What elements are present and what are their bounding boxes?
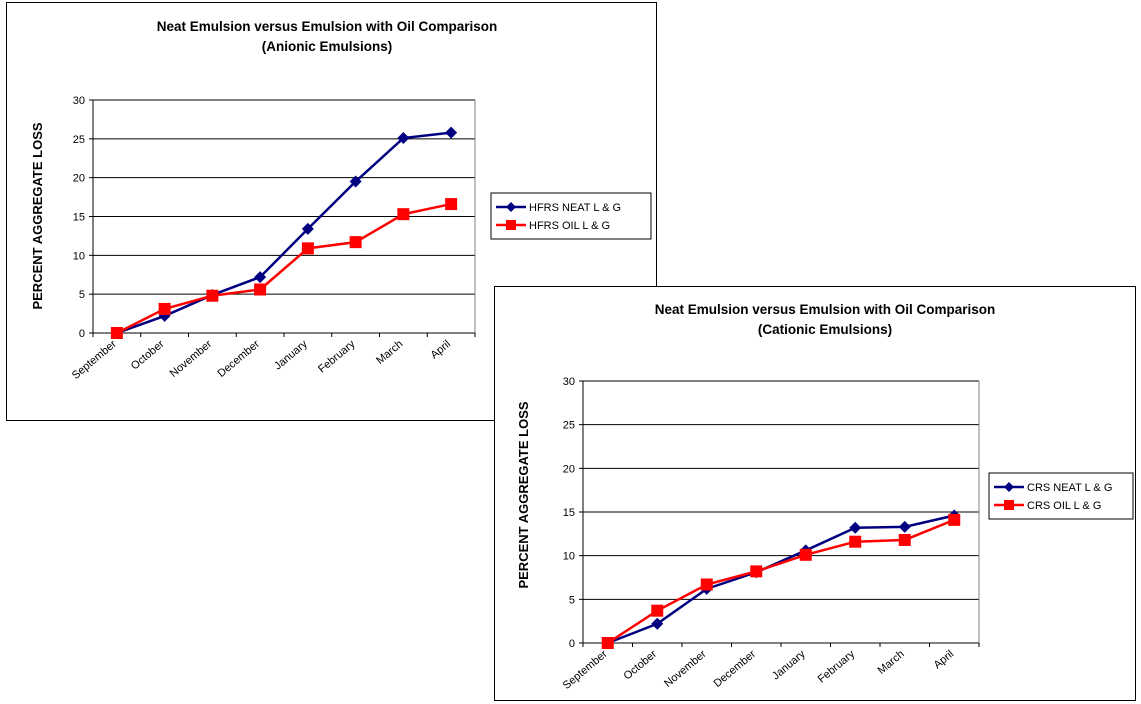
legend-label: HFRS OIL L & G (529, 220, 610, 232)
x-tick-label: December (712, 648, 759, 690)
x-tick-label: November (168, 338, 215, 380)
y-tick-label: 10 (563, 551, 575, 563)
y-tick-label: 25 (563, 420, 575, 432)
y-tick-label: 5 (79, 289, 85, 301)
y-tick-label: 0 (569, 638, 575, 650)
y-tick-label: 15 (563, 507, 575, 519)
x-tick-label: February (816, 648, 858, 686)
series-line-1 (116, 202, 452, 335)
cationic-chart-svg: Neat Emulsion versus Emulsion with Oil C… (516, 302, 1134, 692)
x-tick-label: April (932, 648, 957, 671)
data-point-diamond (849, 521, 862, 534)
data-point-square (158, 302, 171, 315)
chart-subtitle: (Cationic Emulsions) (758, 322, 892, 337)
data-point-square (110, 327, 123, 339)
chart-title-group: Neat Emulsion versus Emulsion with Oil C… (655, 302, 996, 337)
series-line-0 (607, 514, 955, 645)
y-tick-label: 5 (569, 594, 575, 606)
chart-title-group: Neat Emulsion versus Emulsion with Oil C… (157, 19, 498, 54)
series-line-1 (607, 518, 955, 645)
data-point-square (349, 236, 362, 249)
data-point-diamond (254, 271, 267, 284)
legend-marker-diamond (506, 202, 516, 212)
chart-title: Neat Emulsion versus Emulsion with Oil C… (157, 19, 498, 34)
data-point-square (206, 289, 219, 302)
legend-label: CRS NEAT L & G (1027, 482, 1112, 494)
x-tick-label: April (428, 338, 453, 361)
anionic-chart: Neat Emulsion versus Emulsion with Oil C… (6, 2, 657, 421)
x-tick-label: November (662, 648, 709, 690)
legend-label: HFRS NEAT L & G (529, 202, 621, 214)
y-tick-label: 10 (73, 250, 85, 262)
legend-marker-square (506, 220, 516, 230)
y-tick-label: 25 (73, 134, 85, 146)
data-point-square (750, 565, 763, 578)
x-tick-label: September (561, 648, 610, 692)
data-point-square (849, 535, 862, 548)
chart-subtitle: (Anionic Emulsions) (262, 39, 393, 54)
data-point-square (397, 208, 410, 221)
x-tick-label: January (272, 338, 310, 373)
data-point-diamond (397, 132, 410, 145)
legend: CRS NEAT L & G CRS OIL L & G (988, 472, 1134, 520)
y-tick-label: 20 (563, 463, 575, 475)
x-tick-label: September (70, 338, 119, 382)
x-tick-label: October (621, 648, 659, 683)
anionic-chart-svg: Neat Emulsion versus Emulsion with Oil C… (30, 19, 652, 382)
data-point-square (445, 198, 458, 211)
data-point-diamond (898, 520, 911, 533)
y-tick-label: 0 (79, 328, 85, 340)
cationic-chart: Neat Emulsion versus Emulsion with Oil C… (494, 286, 1136, 701)
y-axis-label: PERCENT AGGREGATE LOSS (516, 401, 531, 588)
y-tick-label: 30 (73, 95, 85, 107)
data-point-square (700, 578, 713, 591)
y-tick-label: 20 (73, 173, 85, 185)
data-point-diamond (301, 222, 314, 235)
legend-marker-diamond (1004, 482, 1014, 492)
x-tick-label: January (770, 648, 808, 683)
data-point-diamond (445, 126, 458, 139)
data-point-square (799, 548, 812, 561)
series-line-0 (116, 131, 452, 335)
data-point-square (301, 242, 314, 255)
y-axis-label: PERCENT AGGREGATE LOSS (30, 122, 45, 309)
x-tick-label: March (374, 338, 405, 367)
legend-box (988, 472, 1134, 520)
legend-box (490, 192, 652, 240)
data-point-square (254, 283, 267, 296)
y-tick-label: 15 (73, 212, 85, 224)
legend-marker-square (1004, 500, 1014, 510)
legend-label: CRS OIL L & G (1027, 500, 1101, 512)
x-tick-label: March (876, 648, 907, 677)
data-point-diamond (349, 175, 362, 188)
data-point-square (651, 604, 664, 617)
x-tick-label: December (215, 338, 262, 380)
y-tick-label: 30 (563, 376, 575, 388)
data-point-square (898, 533, 911, 546)
legend: HFRS NEAT L & G HFRS OIL L & G (490, 192, 652, 240)
x-tick-label: February (316, 338, 358, 376)
chart-title: Neat Emulsion versus Emulsion with Oil C… (655, 302, 996, 317)
data-point-square (601, 637, 614, 649)
x-tick-label: October (129, 338, 167, 373)
data-point-diamond (651, 617, 664, 630)
data-point-square (948, 513, 961, 526)
